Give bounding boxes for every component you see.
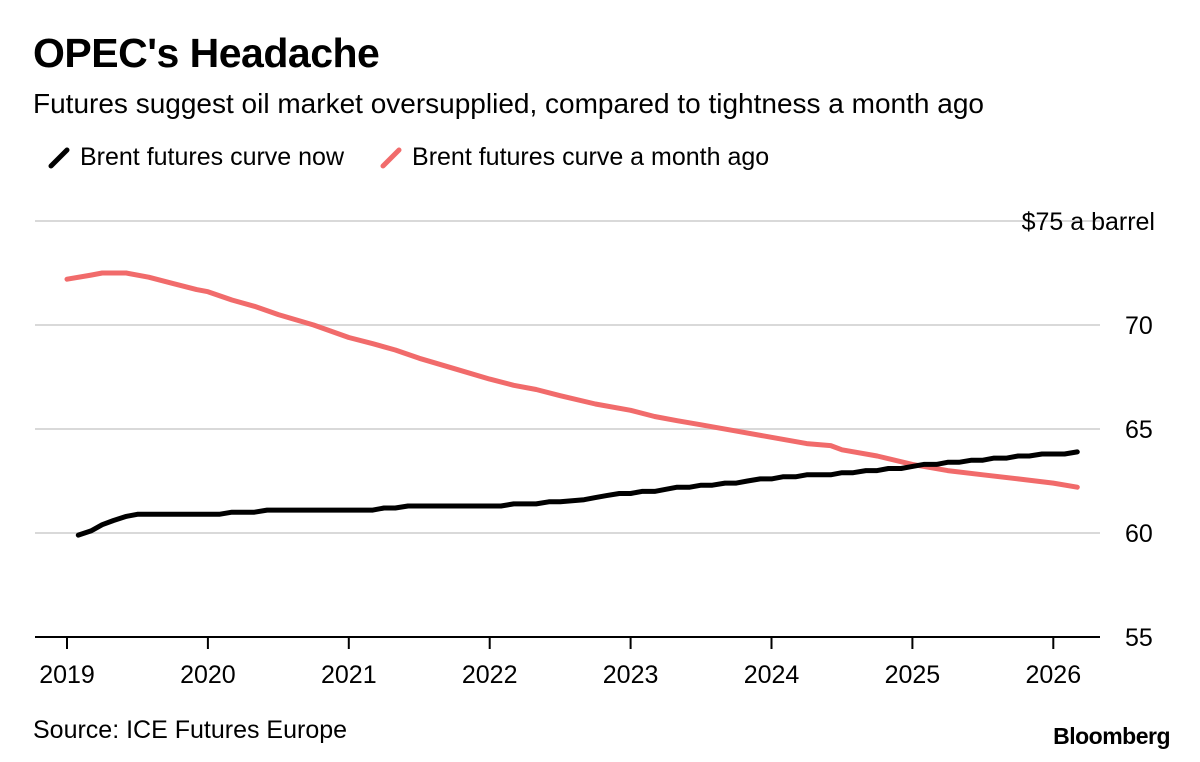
chart-subtitle: Futures suggest oil market oversupplied,… [33,88,984,119]
x-tick-label: 2025 [885,661,941,689]
series-line-now [75,449,1080,538]
legend-item-month-ago: Brent futures curve a month ago [380,143,769,172]
legend-label-month-ago: Brent futures curve a month ago [412,143,770,171]
legend-label-now: Brent futures curve now [80,143,345,171]
y-tick-label: 65 [1125,416,1153,444]
y-tick-label: 55 [1125,624,1153,652]
legend-item-now: Brent futures curve now [48,143,344,172]
legend-swatch-now [48,147,70,169]
y-tick-labels: 55 60 65 70 $75 a barrel [1022,208,1155,652]
x-tick-label: 2019 [39,661,95,689]
y-tick-label: $75 a barrel [1022,208,1155,236]
x-tick-label: 2023 [603,661,659,689]
series-line-month-ago [64,270,1080,490]
gridlines [35,220,1100,534]
x-tick-labels: 2019 2020 2021 2022 2023 2024 2025 2026 [39,661,1081,689]
brand-logo: Bloomberg [1053,723,1170,749]
x-tick-label: 2021 [321,661,377,689]
series-lines [64,270,1080,538]
legend-swatch-month-ago [380,147,402,169]
x-tick-label: 2026 [1025,661,1081,689]
y-tick-label: 70 [1125,312,1153,340]
legend: Brent futures curve now Brent futures cu… [48,143,805,172]
source-note: Source: ICE Futures Europe [33,716,348,744]
x-tick-label: 2022 [462,661,518,689]
chart-title: OPEC's Headache [33,30,380,76]
x-tick-label: 2024 [744,661,800,689]
x-axis [35,636,1100,649]
y-tick-label: 60 [1125,520,1153,548]
x-tick-label: 2020 [180,661,236,689]
